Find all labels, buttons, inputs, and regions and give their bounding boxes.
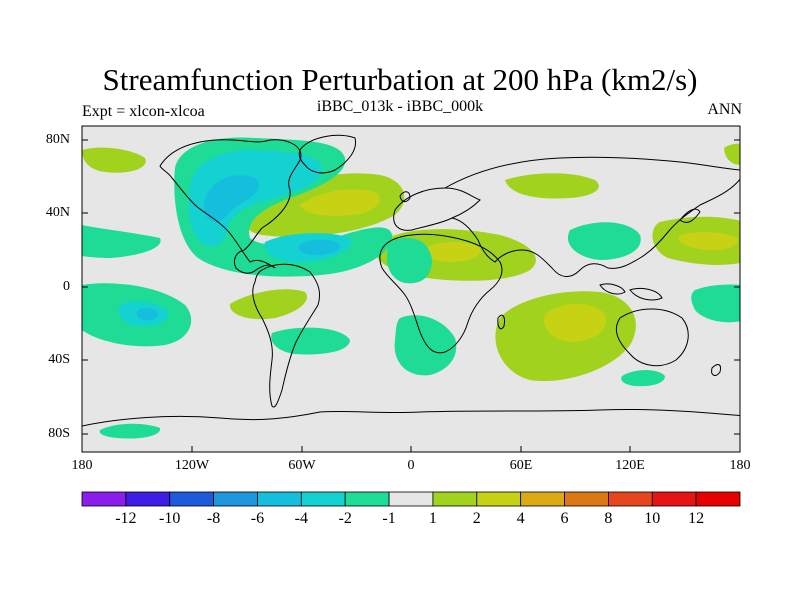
colorbar-swatch (81, 491, 127, 507)
lon-tick-label: 0 (407, 458, 415, 473)
lon-tick-label: 120W (174, 458, 210, 473)
contour-fields (82, 137, 740, 439)
colorbar (81, 491, 741, 507)
colorbar-swatch (520, 491, 565, 507)
axis-tick-marks (82, 139, 740, 452)
colorbar-tick-label: 1 (428, 510, 437, 527)
colorbar-swatch (344, 491, 390, 507)
colorbar-tick-label: 2 (472, 510, 481, 527)
colorbar-tick-label: -10 (159, 510, 181, 527)
lat-tick-label: 40S (48, 352, 70, 367)
colorbar-swatch (476, 491, 522, 507)
colorbar-swatch (695, 491, 741, 507)
lat-tick-label: 80S (48, 426, 70, 441)
period-label: ANN (707, 101, 742, 118)
lat-tick-label: 0 (63, 279, 70, 294)
colorbar-tick-label: -6 (250, 510, 265, 527)
colorbar-swatch (300, 491, 346, 507)
colorbar-tick-label: -2 (338, 510, 352, 527)
lon-tick-label: 60E (509, 458, 533, 473)
colorbar-tick-label: 6 (560, 510, 569, 527)
negative-contours-level-3 (136, 175, 341, 321)
colorbar-tick-label: -1 (382, 510, 396, 527)
colorbar-swatch (651, 491, 697, 507)
positive-contours-level-2 (300, 189, 739, 342)
plot-title: Streamfunction Perturbation at 200 hPa (… (102, 62, 698, 97)
colorbar-tick-label: 10 (644, 510, 661, 527)
colorbar-swatch (564, 491, 609, 507)
colorbar-swatch (257, 491, 302, 507)
coastlines (82, 134, 740, 427)
lon-tick-label: 180 (71, 458, 93, 473)
colorbar-tick-label: -12 (115, 510, 137, 527)
lat-tick-label: 80N (45, 132, 70, 147)
colorbar-tick-label: 8 (604, 510, 613, 527)
colorbar-swatch (213, 491, 258, 507)
lon-tick-label: 120E (615, 458, 645, 473)
lon-tick-label: 180 (729, 458, 751, 473)
colorbar-swatch (432, 491, 478, 507)
colorbar-swatch (608, 491, 653, 507)
case-label: iBBC_013k - iBBC_000k (316, 98, 484, 115)
colorbar-swatch (388, 491, 434, 507)
lat-tick-label: 40N (45, 205, 70, 220)
experiment-label: Expt = xlcon-xlcoa (82, 103, 205, 120)
colorbar-swatch (169, 491, 214, 507)
colorbar-tick-label: 12 (688, 510, 705, 527)
colorbar-tick-label: -8 (206, 510, 221, 527)
colorbar-tick-label: 4 (516, 510, 525, 527)
colorbar-tick-label: -4 (294, 510, 308, 527)
lon-tick-label: 60W (288, 458, 316, 473)
colorbar-swatch (125, 491, 171, 507)
